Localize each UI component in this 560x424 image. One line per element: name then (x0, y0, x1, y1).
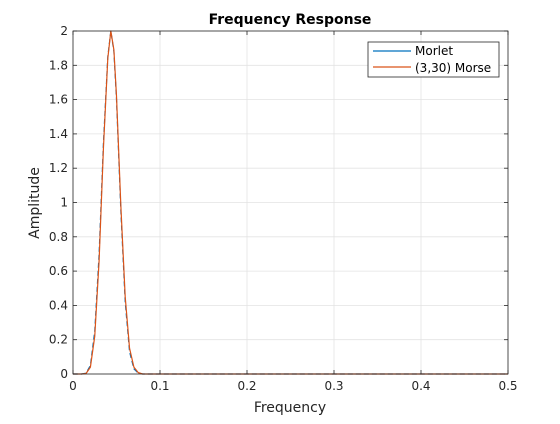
legend-entry-morlet: Morlet (415, 44, 453, 58)
y-tick-label: 1.8 (49, 58, 68, 72)
x-tick-label: 0.4 (411, 379, 430, 393)
legend-entry-morse: (3,30) Morse (415, 61, 491, 75)
x-tick-labels: 0 0.1 0.2 0.3 0.4 0.5 (69, 379, 517, 393)
x-tick-label: 0.2 (237, 379, 256, 393)
y-tick-label: 1.6 (49, 93, 68, 107)
chart-title: Frequency Response (209, 12, 372, 28)
x-tick-label: 0.3 (324, 379, 343, 393)
y-tick-label: 0.6 (49, 264, 68, 278)
y-tick-label: 0.8 (49, 230, 68, 244)
y-tick-label: 1 (60, 196, 68, 210)
y-tick-label: 1.2 (49, 161, 68, 175)
y-tick-label: 0 (60, 367, 68, 381)
y-tick-label: 2 (60, 24, 68, 38)
x-tick-label: 0.5 (498, 379, 517, 393)
y-axis-label: Amplitude (27, 167, 43, 239)
x-tick-label: 0.1 (150, 379, 169, 393)
legend: Morlet (3,30) Morse (367, 41, 500, 78)
x-axis-label: Frequency (254, 400, 326, 416)
y-tick-label: 0.4 (49, 298, 68, 312)
y-tick-labels: 0 0.2 0.4 0.6 0.8 1 1.2 1.4 1.6 1.8 2 (49, 24, 68, 381)
x-tick-label: 0 (69, 379, 77, 393)
legend-box (367, 41, 500, 78)
axis-ticks (72, 30, 509, 375)
y-tick-label: 1.4 (49, 127, 68, 141)
y-tick-label: 0.2 (49, 333, 68, 347)
